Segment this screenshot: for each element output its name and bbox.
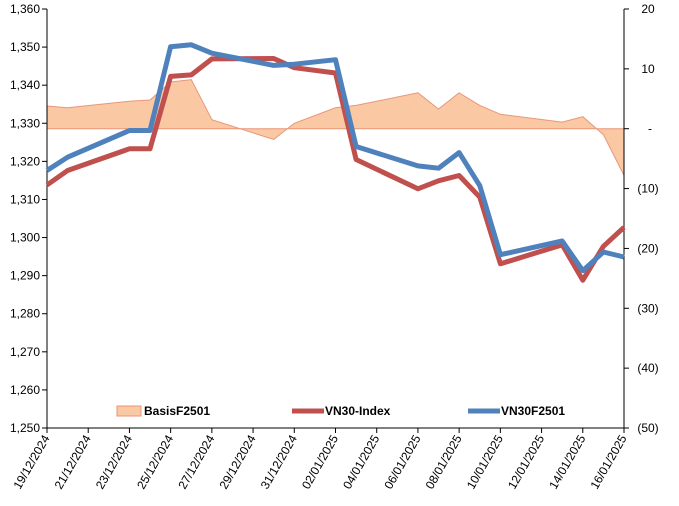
y-axis-right-tick-label: (40) (637, 361, 658, 375)
legend-swatch-basisf2501 (116, 405, 142, 417)
y-axis-right-tick-label: (50) (637, 421, 658, 435)
y-axis-right-tick-label: - (648, 122, 652, 136)
x-axis-tick-label: 21/12/2024 (52, 432, 94, 491)
series-line-vn30f2501 (45, 42, 625, 274)
x-axis-tick-label: 02/01/2025 (299, 432, 341, 491)
x-axis-tick-label: 29/12/2024 (217, 432, 259, 491)
y-axis-left-tick-label: 1,280 (10, 307, 40, 321)
x-axis-tick-label: 25/12/2024 (134, 432, 176, 491)
y-axis-left-tick-label: 1,330 (10, 116, 40, 130)
x-axis-tick-label: 27/12/2024 (175, 432, 217, 491)
x-axis-tick-label: 10/01/2025 (464, 432, 506, 491)
y-axis-left-tick-label: 1,270 (10, 345, 40, 359)
series-lines-layer (45, 42, 626, 283)
y-axis-right-tick-label: 20 (641, 2, 655, 16)
legend-label-basisf2501: BasisF2501 (144, 404, 210, 418)
y-axis-right-tick-label: 10 (641, 62, 655, 76)
y-axis-left-tick-label: 1,320 (10, 154, 40, 168)
x-axis-tick-label: 31/12/2024 (258, 432, 300, 491)
y-axis-left-tick-label: 1,340 (10, 78, 40, 92)
legend-label-vn30f2501: VN30F2501 (501, 404, 565, 418)
y-axis-left-tick-label: 1,260 (10, 383, 40, 397)
x-axis-tick-label: 06/01/2025 (381, 432, 423, 491)
x-axis-tick-label: 12/01/2025 (505, 432, 547, 491)
x-axis-tick-label: 23/12/2024 (93, 432, 135, 491)
basis-area-fill (47, 79, 624, 176)
x-axis-tick-label: 14/01/2025 (546, 432, 588, 491)
x-axis-tick-label: 04/01/2025 (340, 432, 382, 491)
series-line-vn30-index (45, 56, 626, 283)
legend-label-vn30-index: VN30-Index (325, 404, 391, 418)
y-axis-left-tick-label: 1,290 (10, 269, 40, 283)
y-axis-left-tick-label: 1,360 (10, 2, 40, 16)
y-axis-left-tick-label: 1,250 (10, 421, 40, 435)
y-axis-right-tick-label: (30) (637, 301, 658, 315)
x-axis-tick-label: 16/01/2025 (587, 432, 629, 491)
y-axis-right-tick-label: (20) (637, 241, 658, 255)
x-axis-tick-label: 19/12/2024 (10, 432, 52, 491)
y-axis-left-tick-label: 1,350 (10, 40, 40, 54)
x-axis-tick-label: 08/01/2025 (423, 432, 465, 491)
y-axis-left-tick-label: 1,310 (10, 192, 40, 206)
basis-area-layer (46, 79, 625, 176)
y-axis-right-tick-label: (10) (637, 182, 658, 196)
legend: BasisF2501 VN30-Index VN30F2501 (116, 404, 565, 418)
y-axis-left-tick-label: 1,300 (10, 231, 40, 245)
